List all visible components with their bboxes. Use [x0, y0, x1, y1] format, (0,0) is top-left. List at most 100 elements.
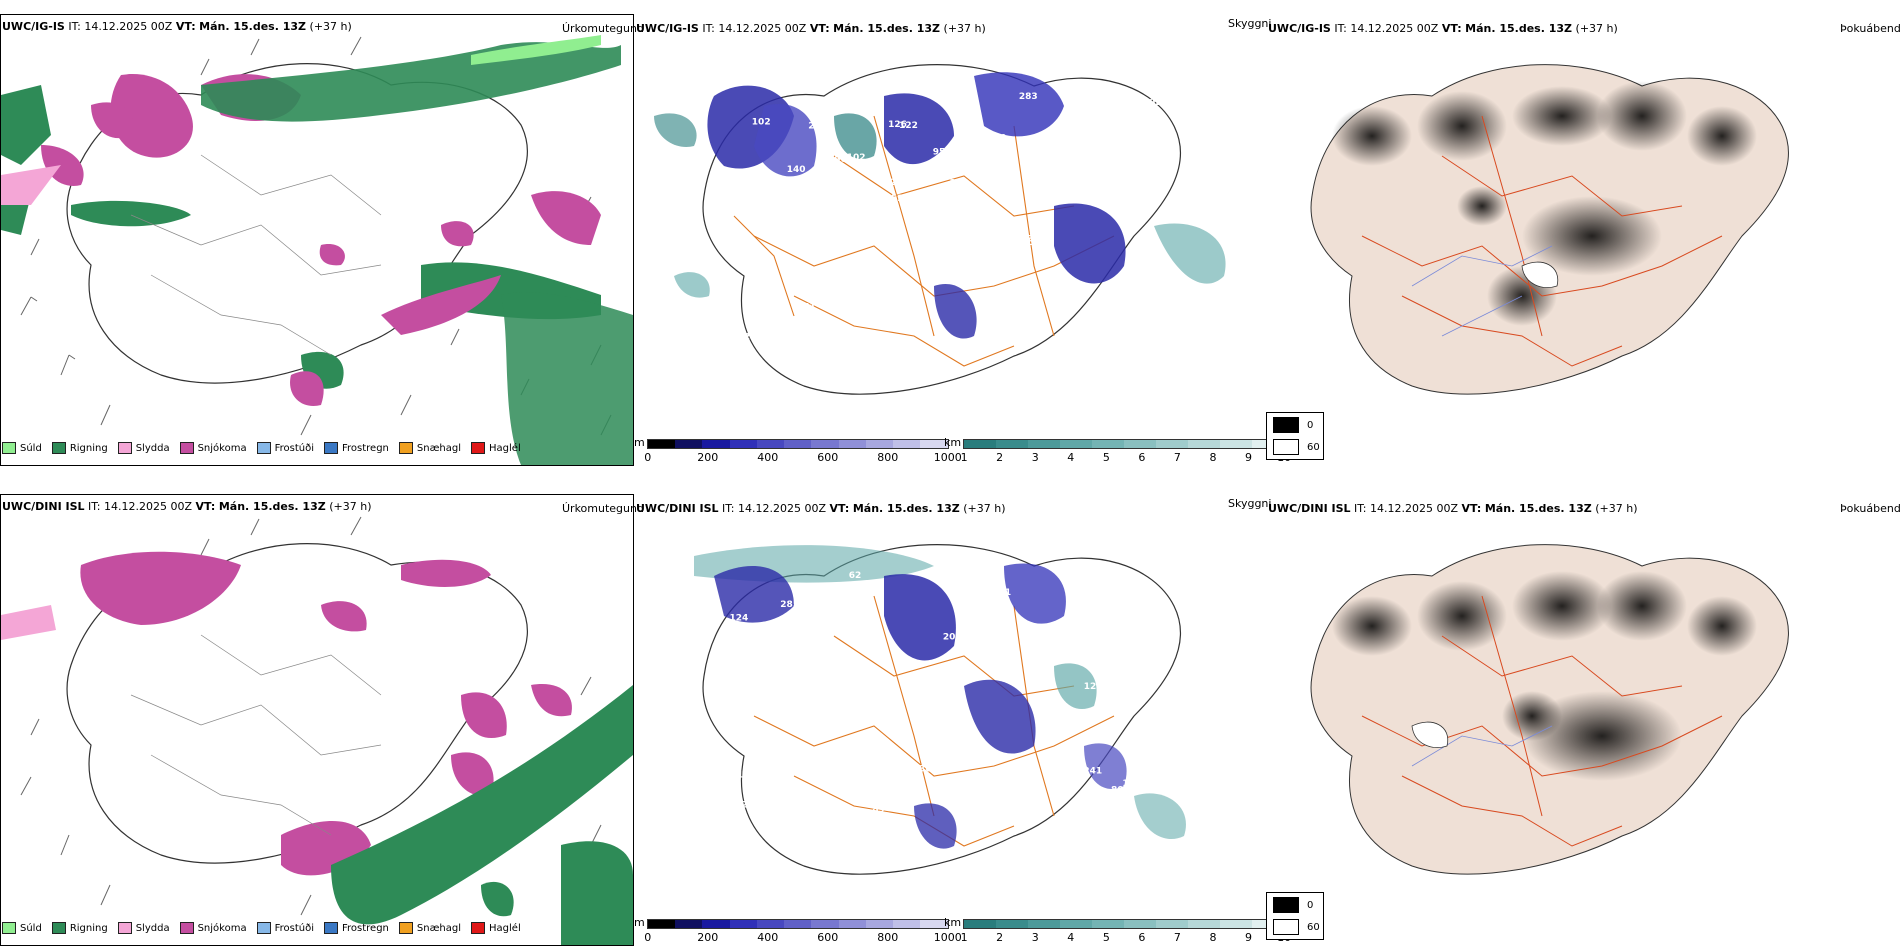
cloud-value-label: 96 [890, 80, 903, 90]
legend-swatch [256, 442, 271, 454]
cloud-map-1[interactable]: 136 87 120 122 200 167 126 95 100 102 80 151 122 126 1… [634, 36, 1264, 426]
colorbar-tick-label: 6 [1138, 931, 1146, 944]
legend-label: Frostregn [342, 922, 389, 934]
legend-swatch [398, 922, 413, 934]
cloud-value-label: 151 [1122, 779, 1141, 789]
cloud-value-label: 21 [992, 236, 1005, 246]
colorbar-tick-label: 4 [1067, 931, 1075, 944]
cloud-value-label: 176 [1100, 296, 1119, 306]
cloud-value-label: 99 [951, 186, 964, 196]
legend-item: Súld [2, 922, 42, 934]
cloud-value-label: 23 [1021, 234, 1034, 244]
colorbar-tick-label: 2 [996, 451, 1004, 464]
legend-label: Frostúði [274, 922, 314, 934]
header-fog-2: UWC/DINI ISL IT: 14.12.2025 00Z VT: Mán.… [1268, 502, 1637, 515]
fog-map-1[interactable] [1262, 36, 1900, 426]
legend-item: Frostregn [324, 442, 389, 454]
colorbar-segment [838, 920, 866, 928]
elevation-colorbar-1: m 0 200 400 600 800 1000 [634, 436, 962, 464]
valid-label: VT: [809, 22, 830, 35]
lead-time: (+37 h) [963, 502, 1006, 515]
colorbar-tick-label: 8 [1209, 931, 1217, 944]
cloud-value-label: 209 [943, 633, 962, 643]
model-label: UWC/IG-IS [636, 22, 699, 35]
colorbar-segment [1028, 920, 1061, 928]
precip-legend-2: Súld Rigning Slydda Snjókoma Frostúði Frostre… [2, 922, 521, 934]
colorbar-segment [893, 920, 921, 928]
lead-time: (+37 h) [309, 20, 352, 33]
cloud-value-label: 107 [1026, 238, 1045, 248]
cloud-value-label: 97 [1112, 146, 1125, 156]
cloud-value-label: 255 [741, 801, 760, 811]
legend-label: Rigning [69, 442, 108, 454]
cloud-value-label: 121 [1029, 667, 1048, 677]
valid-label: VT: [195, 500, 216, 513]
cloud-value-label: 406 [1070, 326, 1089, 336]
cloud-value-label: 106 [893, 299, 912, 309]
fog-key-swatch [1273, 919, 1299, 935]
colorbar-segment [996, 440, 1029, 448]
cloud-value-labels-1: 1368712012220016712695100102801511221261… [727, 80, 1166, 351]
cloud-value-label: 131 [878, 816, 897, 826]
legend-label: Slydda [135, 442, 170, 454]
legend-item: Snæhagl [398, 442, 461, 454]
legend-label: Slydda [135, 922, 170, 934]
legend-item: Haglél [471, 922, 521, 934]
cloud-value-label: 80 [727, 314, 740, 324]
cloud-value-label: 93 [747, 277, 760, 287]
colorbar-tick-label: 200 [697, 931, 719, 944]
precip-title-1: Úrkomutegund [562, 22, 644, 35]
legend-swatch [117, 442, 132, 454]
cloud-title-2: Skyggni [1228, 497, 1272, 510]
colorbar-tick-label: 6 [1138, 451, 1146, 464]
colorbar-segment [964, 920, 997, 928]
colorbar-tick-label: 400 [757, 931, 779, 944]
cloud-value-label: 152 [885, 194, 904, 204]
colorbar-segment [1060, 440, 1093, 448]
colorbar-segment [702, 440, 730, 448]
cloud-value-label: 151 [740, 704, 759, 714]
colorbar-ticks: 0 200 400 600 800 1000 [644, 931, 962, 945]
colorbar-segment [1124, 920, 1157, 928]
fog-title-2: Þokuábendi [1840, 502, 1900, 515]
cloud-value-label: 90 [840, 777, 853, 787]
cloud-value-label: 154 [1130, 658, 1149, 668]
cloud-value-label: 126 [957, 168, 976, 178]
legend-swatch [117, 922, 132, 934]
colorbar-segment [920, 920, 948, 928]
init-time: IT: 14.12.2025 00Z [68, 20, 173, 33]
colorbar-segment [702, 920, 730, 928]
cloud-bar: 12345678910 [961, 919, 1291, 944]
cloud-title-1: Skyggni [1228, 17, 1272, 30]
legend-label: Snjókoma [197, 442, 247, 454]
colorbar-tick-label: 1000 [933, 451, 962, 464]
legend-item: Rigning [51, 922, 108, 934]
colorbar-segment [1188, 920, 1221, 928]
legend-item: Snjókoma [179, 442, 247, 454]
model-label: UWC/IG-IS [2, 20, 65, 33]
precip-map-1[interactable] [0, 14, 634, 466]
colorbar-segment [674, 440, 703, 448]
colorbar-segment [865, 440, 894, 448]
fog-key-row: 0 [1273, 897, 1313, 913]
colorbar-segment [1060, 920, 1093, 928]
cloud-value-label: 120 [1113, 108, 1132, 118]
header-cloud-1: UWC/IG-IS IT: 14.12.2025 00Z VT: Mán. 15… [636, 22, 986, 35]
init-time: IT: 14.12.2025 00Z [722, 502, 827, 515]
cloud-value-label: 95 [933, 148, 946, 158]
cloud-map-2[interactable]: 241 114 151 209 255 62 110 90 89 66 154 124 121 131 19… [634, 516, 1264, 906]
model-label: UWC/IG-IS [1268, 22, 1331, 35]
fog-map-2[interactable] [1262, 516, 1900, 906]
legend-label: Snæhagl [416, 922, 462, 934]
colorbar-tick-label: 5 [1102, 451, 1110, 464]
cloud-value-label: 110 [1092, 652, 1111, 662]
colorbar-segment [811, 920, 839, 928]
cloud-value-label: 200 [988, 134, 1007, 144]
cloud-value-label: 107 [1024, 635, 1043, 645]
legend-swatch [2, 922, 16, 934]
legend-item: Frostregn [324, 922, 389, 934]
precip-map-2[interactable] [0, 494, 634, 946]
cloud-value-label: 97 [936, 342, 949, 352]
fog-key-label: 60 [1307, 921, 1320, 933]
colorbar-tick-label: 400 [757, 451, 779, 464]
